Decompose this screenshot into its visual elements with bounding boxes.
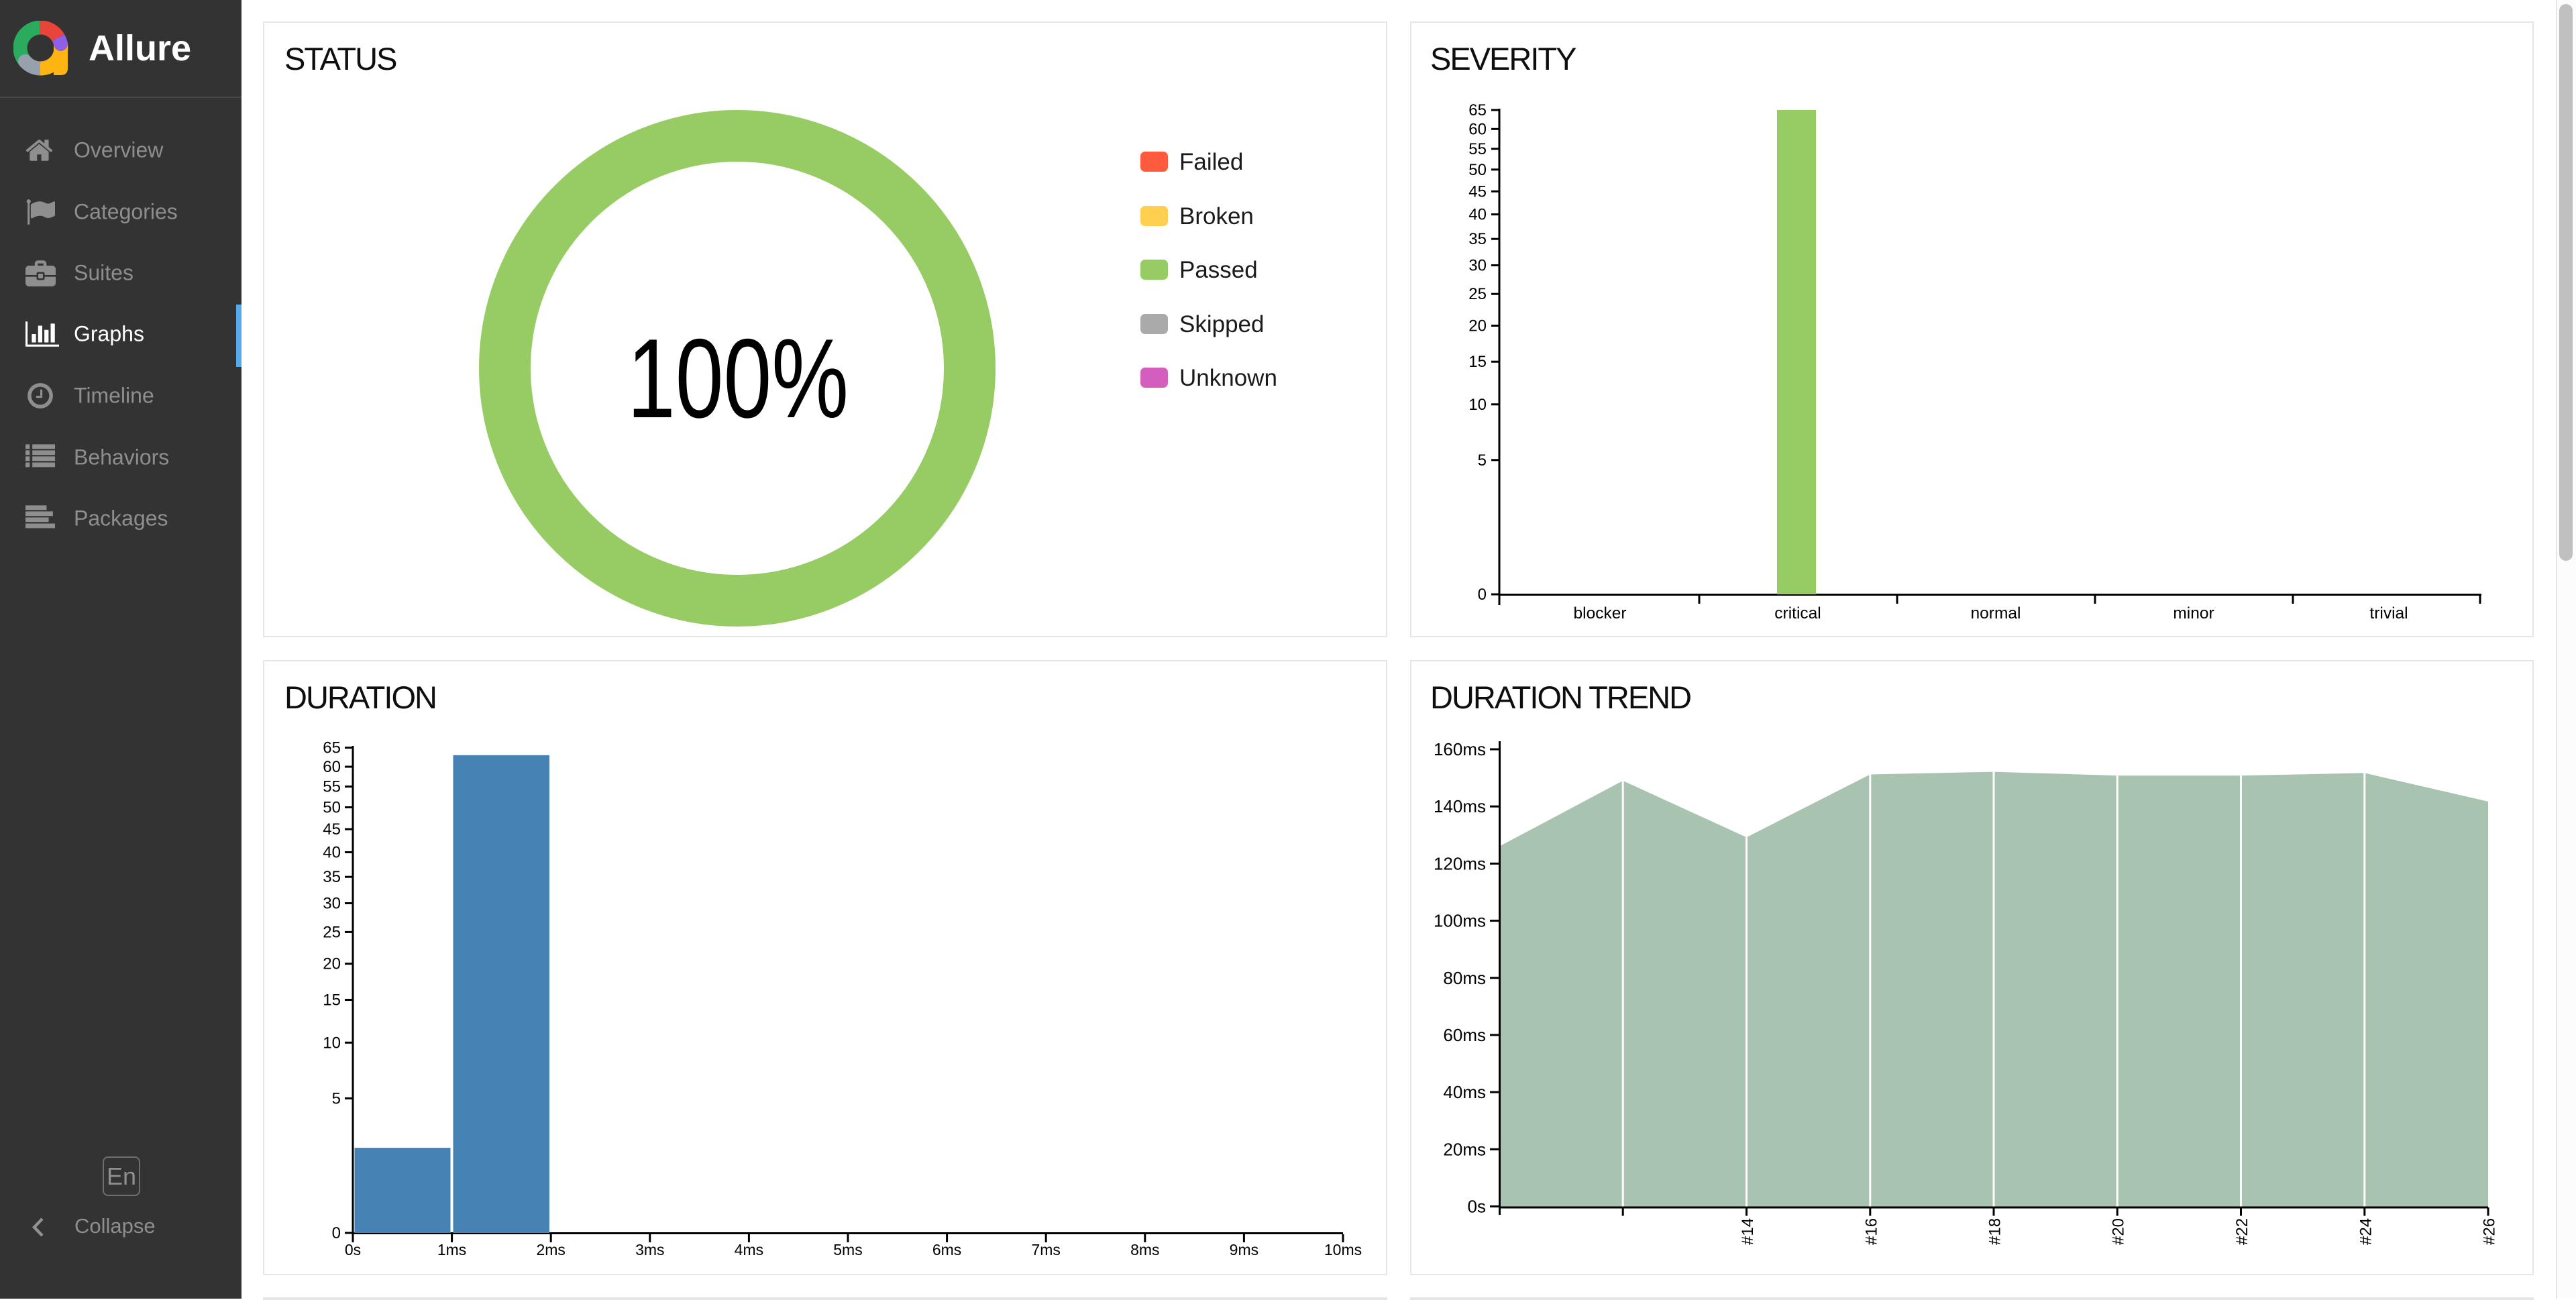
svg-text:15: 15: [323, 991, 341, 1010]
svg-text:2ms: 2ms: [536, 1241, 565, 1258]
svg-text:Skipped: Skipped: [1179, 311, 1264, 337]
svg-text:7ms: 7ms: [1031, 1241, 1060, 1258]
svg-text:#26: #26: [2481, 1218, 2499, 1245]
svg-text:50: 50: [1468, 161, 1487, 179]
svg-text:#22: #22: [2233, 1218, 2251, 1245]
svg-text:0s: 0s: [345, 1241, 361, 1258]
svg-text:55: 55: [1468, 140, 1487, 158]
svg-text:160ms: 160ms: [1434, 739, 1486, 759]
svg-text:60: 60: [1468, 120, 1487, 138]
svg-text:#24: #24: [2357, 1218, 2375, 1245]
svg-text:65: 65: [323, 739, 341, 757]
svg-text:#20: #20: [2110, 1218, 2128, 1245]
svg-text:minor: minor: [2173, 604, 2214, 622]
svg-text:3ms: 3ms: [635, 1241, 664, 1258]
svg-text:50: 50: [323, 799, 341, 817]
svg-text:4ms: 4ms: [735, 1241, 763, 1258]
svg-text:60: 60: [323, 758, 341, 776]
svg-text:0: 0: [1478, 586, 1487, 604]
svg-text:40ms: 40ms: [1443, 1082, 1486, 1102]
svg-text:0s: 0s: [1468, 1197, 1486, 1217]
svg-text:1ms: 1ms: [437, 1241, 466, 1258]
svg-text:65: 65: [1468, 101, 1487, 119]
svg-text:45: 45: [323, 820, 341, 838]
svg-text:40: 40: [323, 844, 341, 862]
svg-text:25: 25: [1468, 285, 1487, 303]
svg-text:20: 20: [323, 955, 341, 973]
svg-text:#18: #18: [1986, 1218, 2004, 1245]
svg-text:0: 0: [332, 1224, 341, 1242]
svg-text:120ms: 120ms: [1434, 853, 1486, 873]
svg-text:10: 10: [323, 1034, 341, 1052]
svg-text:30: 30: [1468, 257, 1487, 275]
svg-text:100ms: 100ms: [1434, 911, 1486, 931]
svg-text:#16: #16: [1862, 1218, 1880, 1245]
svg-text:5: 5: [332, 1089, 341, 1107]
svg-text:5ms: 5ms: [833, 1241, 862, 1258]
svg-text:140ms: 140ms: [1434, 796, 1486, 816]
svg-text:25: 25: [323, 923, 341, 941]
svg-text:60ms: 60ms: [1443, 1025, 1486, 1045]
svg-text:10ms: 10ms: [1324, 1241, 1362, 1258]
svg-text:55: 55: [323, 778, 341, 796]
svg-text:blocker: blocker: [1574, 604, 1627, 622]
svg-text:#14: #14: [1739, 1218, 1757, 1245]
svg-text:15: 15: [1468, 353, 1487, 371]
svg-text:30: 30: [323, 895, 341, 913]
svg-text:45: 45: [1468, 182, 1487, 201]
svg-text:100%: 100%: [627, 315, 849, 441]
svg-text:40: 40: [1468, 206, 1487, 224]
svg-text:Passed: Passed: [1179, 257, 1258, 283]
svg-text:9ms: 9ms: [1230, 1241, 1258, 1258]
svg-text:20ms: 20ms: [1443, 1139, 1486, 1159]
svg-text:Broken: Broken: [1179, 203, 1254, 229]
svg-text:80ms: 80ms: [1443, 968, 1486, 988]
svg-text:20: 20: [1468, 317, 1487, 335]
svg-text:35: 35: [323, 868, 341, 886]
svg-text:normal: normal: [1971, 604, 2021, 622]
svg-text:6ms: 6ms: [932, 1241, 961, 1258]
svg-text:5: 5: [1478, 451, 1487, 470]
svg-text:critical: critical: [1774, 604, 1821, 622]
svg-text:Unknown: Unknown: [1179, 365, 1277, 391]
svg-text:10: 10: [1468, 396, 1487, 414]
svg-text:trivial: trivial: [2369, 604, 2408, 622]
svg-text:8ms: 8ms: [1130, 1241, 1159, 1258]
svg-text:35: 35: [1468, 230, 1487, 248]
svg-text:Failed: Failed: [1179, 149, 1243, 175]
